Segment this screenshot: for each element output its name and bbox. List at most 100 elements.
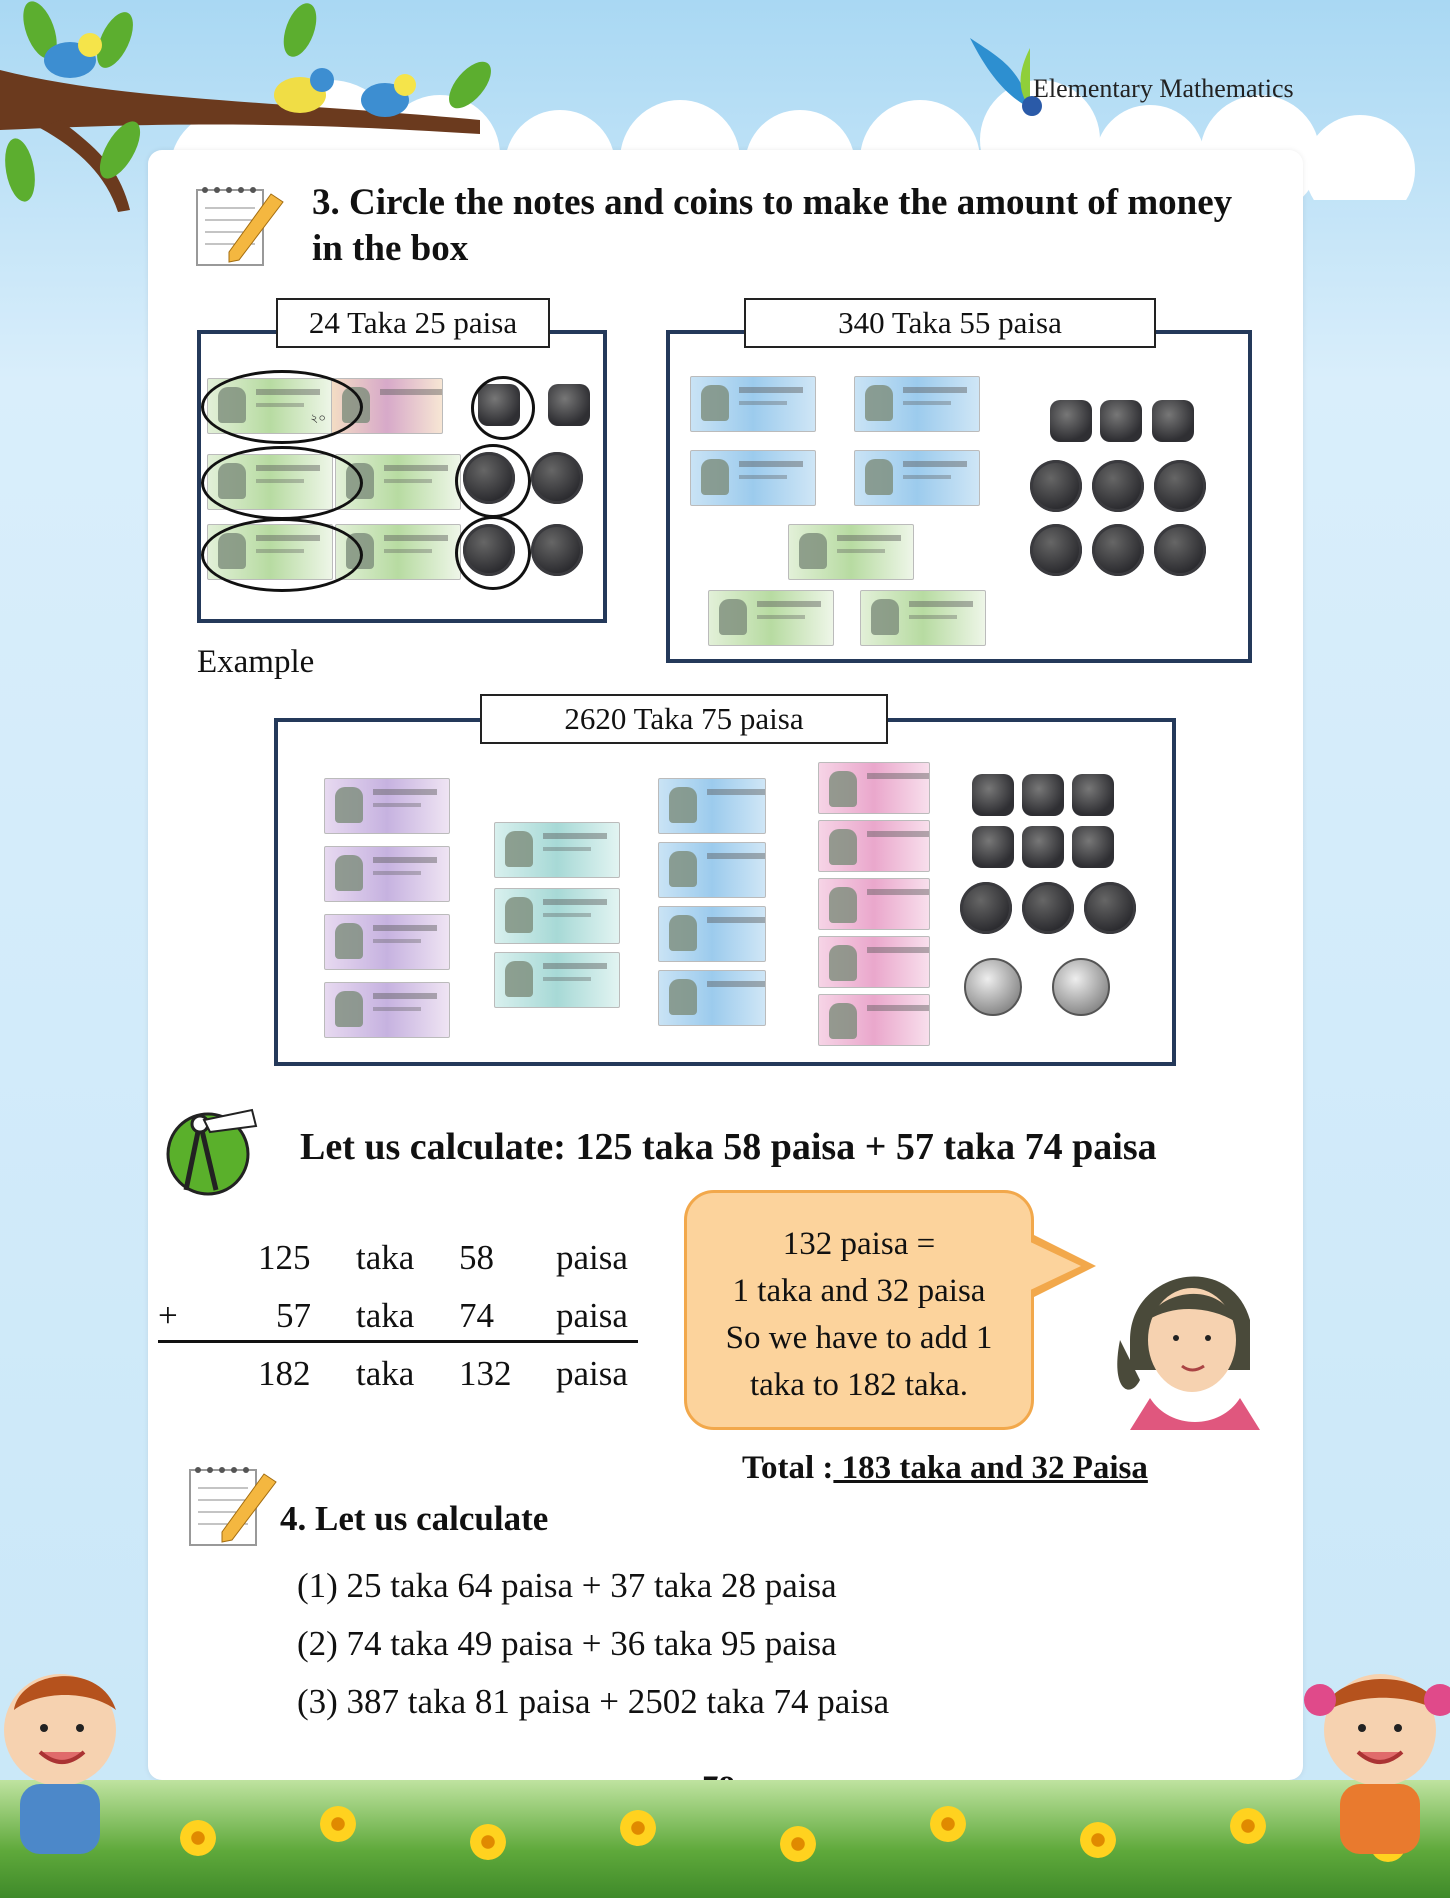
boy-illustration [4, 1674, 116, 1854]
calc-row-paisa: 132 [459, 1354, 512, 1393]
circle-mark [201, 446, 363, 520]
note-500-taka [854, 376, 980, 432]
note-500-taka [854, 450, 980, 506]
flower-icon [180, 1820, 216, 1856]
note-100-taka [494, 952, 620, 1008]
flower-icon [1230, 1808, 1266, 1844]
money-box-340 [666, 330, 1252, 663]
note-1000-taka [324, 914, 450, 970]
compass-hand-icon [166, 1108, 258, 1196]
note-100-taka [494, 822, 620, 878]
flower-icon [930, 1806, 966, 1842]
coin-flower [960, 882, 1012, 934]
amount-label-2620-taka: 2620 Taka 75 paisa [480, 694, 888, 744]
coin-square [548, 384, 590, 426]
coin-flower [531, 452, 583, 504]
coin-flower [531, 524, 583, 576]
note-50-taka [818, 878, 930, 930]
note-1000-taka [324, 846, 450, 902]
amount-label-24-taka: 24 Taka 25 paisa [276, 298, 550, 348]
calc-row-paisa-word: paisa [556, 1354, 628, 1393]
calc-row-taka-word: taka [356, 1238, 415, 1277]
girl-illustration [1117, 1276, 1260, 1430]
coin-square [972, 774, 1014, 816]
flower-icon [780, 1826, 816, 1862]
sum-line [158, 1340, 638, 1343]
coin-flower [1154, 524, 1206, 576]
calculate-heading: Let us calculate: 125 taka 58 paisa + 57… [300, 1126, 1157, 1168]
section3-heading: 3. Circle the notes and coins to make th… [312, 180, 1312, 272]
note-100-taka [494, 888, 620, 944]
exercise-item: (1) 25 taka 64 paisa + 37 taka 28 paisa [297, 1566, 837, 1605]
note-500-taka [658, 906, 766, 962]
flower-icon [1080, 1822, 1116, 1858]
calc-row-paisa: 58 [459, 1238, 494, 1277]
amount-label-340-taka: 340 Taka 55 paisa [744, 298, 1156, 348]
note-500-taka [658, 842, 766, 898]
coin-flower [1030, 460, 1082, 512]
total-label: Total : [742, 1450, 834, 1486]
coin-flower [1022, 882, 1074, 934]
coin-flower [1092, 460, 1144, 512]
note-50-taka [818, 762, 930, 814]
exercise-item: (2) 74 taka 49 paisa + 36 taka 95 paisa [297, 1624, 837, 1663]
note-500-taka [658, 778, 766, 834]
speech-bubble-tail-fill [1024, 1239, 1081, 1293]
money-box-2620 [274, 718, 1176, 1066]
calc-row-taka: 182 [258, 1354, 311, 1393]
coin-square [1050, 400, 1092, 442]
note-500-taka [658, 970, 766, 1026]
note-1000-taka [324, 982, 450, 1038]
flower-icon [620, 1810, 656, 1846]
flower-icon [320, 1806, 356, 1842]
total-line: Total : 183 taka and 32 Paisa [742, 1450, 1148, 1487]
bubble-line: taka to 182 taka. [749, 1367, 969, 1403]
note-500-taka [690, 450, 816, 506]
section3-heading-line1: 3. Circle the notes and coins to make th… [312, 182, 1233, 223]
girl-kid-illustration [1304, 1674, 1450, 1854]
exercise-item: (3) 387 taka 81 paisa + 2502 taka 74 pai… [297, 1682, 890, 1721]
coin-flower [1092, 524, 1144, 576]
coin-square [1072, 826, 1114, 868]
coin-square [1022, 826, 1064, 868]
money-box-example: ২০ [197, 330, 607, 623]
bubble-line: 1 taka and 32 paisa [732, 1273, 986, 1309]
circle-mark [201, 518, 363, 592]
note-50-taka [818, 936, 930, 988]
calc-row-paisa-word: paisa [556, 1296, 628, 1335]
calc-row-taka-word: taka [356, 1296, 415, 1335]
coin-flower [1084, 882, 1136, 934]
coin-flower [1030, 524, 1082, 576]
speech-bubble: 132 paisa = 1 taka and 32 paisa So we ha… [684, 1190, 1034, 1430]
circle-mark [201, 370, 363, 444]
circle-mark [471, 376, 535, 440]
grass-ground [0, 1780, 1450, 1898]
note-20-taka [788, 524, 914, 580]
calc-row-taka: 57 [276, 1296, 311, 1335]
calc-row-paisa: 74 [459, 1296, 494, 1335]
note-20-taka [708, 590, 834, 646]
note-500-taka [690, 376, 816, 432]
coin-silver [964, 958, 1022, 1016]
tree-branch-illustration [0, 1, 491, 212]
total-value: 183 taka and 32 Paisa [833, 1450, 1148, 1486]
circle-mark [455, 516, 531, 590]
coin-square [1022, 774, 1064, 816]
coin-square [972, 826, 1014, 868]
coin-square [1152, 400, 1194, 442]
note-50-taka [818, 820, 930, 872]
notepad-pencil-icon [189, 1467, 277, 1546]
bird-icon [970, 38, 1042, 116]
note-20-taka [860, 590, 986, 646]
bubble-line: So we have to add 1 [725, 1320, 993, 1356]
calc-row-taka: 125 [258, 1238, 311, 1277]
flower-icon [470, 1824, 506, 1860]
section4-heading: 4. Let us calculate [280, 1499, 549, 1538]
note-1000-taka [324, 778, 450, 834]
calc-row-paisa-word: paisa [556, 1238, 628, 1277]
coin-square [1072, 774, 1114, 816]
calc-row-taka-word: taka [356, 1354, 415, 1393]
note-50-taka [818, 994, 930, 1046]
coin-flower [1154, 460, 1206, 512]
bird-icon [44, 33, 416, 117]
